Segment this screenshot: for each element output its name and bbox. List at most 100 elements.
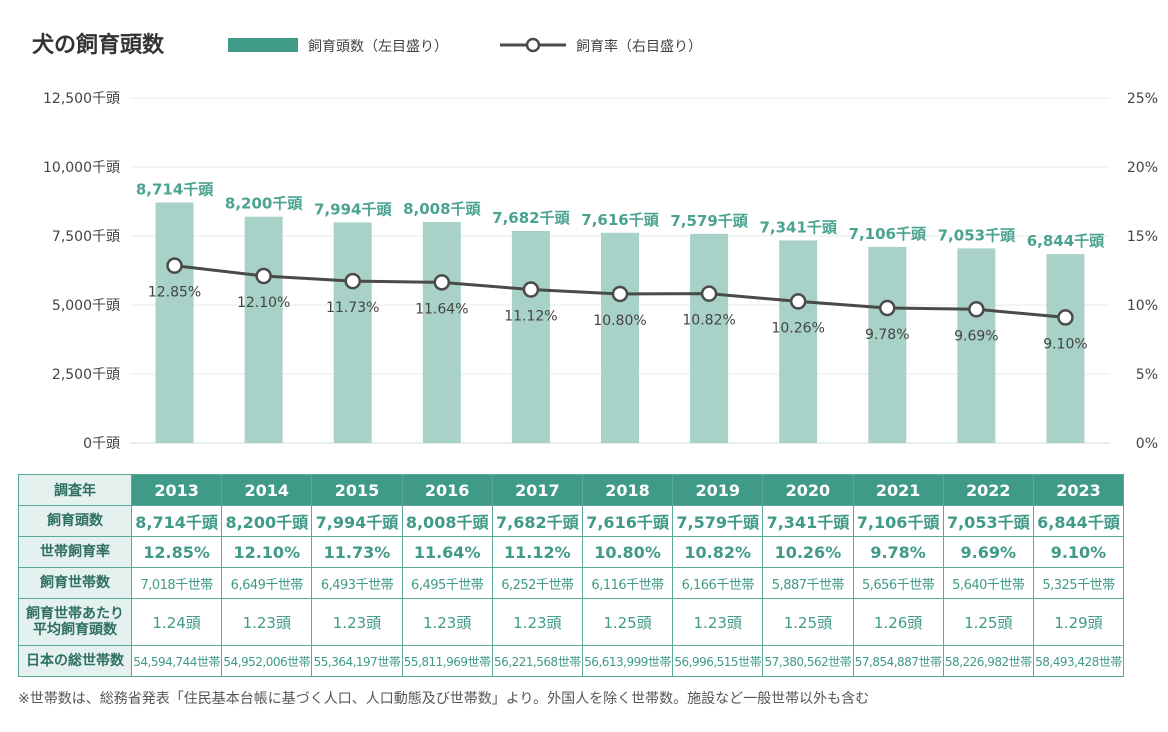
rate-value-label: 9.10% [1043,336,1087,352]
table-cell: 1.23頭 [491,598,583,646]
table-cell: 56,613,999世帯 [581,645,674,677]
year-header: 2020 [762,474,854,506]
row-header-line: 平均飼育頭数 [33,622,117,638]
table-cell: 58,226,982世帯 [942,645,1034,677]
bar [155,202,194,443]
table-cell: 1.24頭 [130,598,223,646]
rate-value-label: 11.73% [326,300,379,316]
table-cell: 11.12% [491,536,583,568]
year-header: 2023 [1032,474,1125,506]
table-cell: 11.64% [401,536,493,568]
table-cell: 7,053千頭 [942,505,1034,537]
chart-title: 犬の飼育頭数 [32,32,165,58]
rate-point [700,285,718,302]
rate-point [166,257,183,274]
year-header: 2022 [942,474,1034,506]
table-cell: 56,221,568世帯 [491,645,583,677]
table-cell: 8,714千頭 [130,505,223,537]
data-table: 調査年 2013 2014 2015 2016 2017 2018 2019 2020 2021… [18,474,1125,677]
bar-value-label: 7,579千頭 [670,212,748,230]
table-cell: 56,996,515世帯 [672,645,764,677]
rate-line-series [166,257,1074,326]
table-cell: 1.23頭 [311,598,403,646]
table-cell: 7,994千頭 [311,505,403,537]
left-tick-label: 12,500千頭 [43,91,120,107]
row-total-households: 日本の総世帯数 54,594,744世帯 54,952,006世帯 55,364,19… [18,645,1125,677]
table-cell: 12.85% [130,536,223,568]
table-cell: 9.78% [852,536,944,568]
rate-labels: 12.85% 12.10% 11.73% 11.64% 11.12% 10.80% 10.8… [148,285,1088,353]
table-cell: 57,380,562世帯 [762,645,854,677]
bar-series [155,202,1085,443]
table-cell: 54,594,744世帯 [130,645,223,677]
row-header: 飼育世帯数 [18,567,132,599]
bar-value-label: 7,616千頭 [581,211,659,229]
table-cell: 7,579千頭 [672,505,764,537]
year-header: 2016 [401,474,493,506]
rate-value-label: 10.80% [593,313,646,329]
table-cell: 1.25頭 [581,598,674,646]
table-cell: 7,341千頭 [762,505,854,537]
table-cell: 12.10% [221,536,313,568]
row-header: 世帯飼育率 [18,536,132,568]
year-header: 2013 [130,474,223,506]
table-cell: 6,252千世帯 [491,567,583,599]
table-cell: 1.29頭 [1032,598,1125,646]
bar [511,230,550,443]
left-tick-label: 0千頭 [83,436,120,452]
legend-bar-swatch [228,38,298,52]
legend-line-marker [525,37,541,53]
table-header-row: 調査年 2013 2014 2015 2016 2017 2018 2019 2020 2021… [18,474,1125,506]
year-header: 2018 [581,474,674,506]
legend-bar-label: 飼育頭数（左目盛り） [308,39,448,55]
right-tick-label: 15% [1127,229,1158,245]
bar-value-label: 7,053千頭 [938,226,1016,244]
table-cell: 9.10% [1032,536,1125,568]
legend-line-label: 飼育率（右目盛り） [576,38,702,55]
year-header: 2014 [221,474,313,506]
row-header-line: 飼育世帯あたり [26,606,124,622]
right-tick-label: 0% [1136,436,1158,452]
bar [244,216,283,443]
row-header: 飼育世帯あたり 平均飼育頭数 [18,598,132,646]
bar [690,233,729,443]
bar-value-label: 7,106千頭 [849,225,927,243]
rate-point [344,272,361,290]
table-cell: 54,952,006世帯 [221,645,313,677]
table-cell: 5,325千世帯 [1032,567,1125,599]
bar [333,222,372,443]
rate-point [968,301,985,318]
bar [422,221,461,443]
table-cell: 5,656千世帯 [852,567,944,599]
right-tick-label: 10% [1127,298,1158,314]
table-cell: 1.23頭 [221,598,313,646]
table-cell: 7,106千頭 [852,505,944,537]
bar [601,232,639,443]
year-header: 2019 [672,474,764,506]
rate-point [611,285,629,303]
row-header: 飼育頭数 [18,505,132,537]
left-tick-label: 7,500千頭 [52,229,120,245]
table-cell: 1.23頭 [401,598,493,646]
rate-value-label: 9.69% [954,328,998,344]
table-cell: 5,640千世帯 [942,567,1034,599]
left-axis: 0千頭 2,500千頭 5,000千頭 7,500千頭 10,000千頭 12,500千頭 [43,91,120,452]
rate-value-label: 11.12% [504,309,557,325]
table-cell: 6,649千世帯 [221,567,313,599]
rate-value-label: 12.85% [148,285,201,301]
rate-value-label: 9.78% [865,327,909,343]
table-cell: 1.25頭 [942,598,1034,646]
rate-value-label: 11.64% [415,301,468,317]
table-cell: 1.23頭 [672,598,764,646]
rate-value-label: 10.26% [771,320,824,336]
table-cell: 5,887千世帯 [762,567,854,599]
bar-value-label: 7,341千頭 [759,218,837,236]
bar-value-label: 6,844千頭 [1027,232,1105,250]
bar-labels: 8,714千頭 8,200千頭 7,994千頭 8,008千頭 7,682千頭 7,616… [136,180,1105,250]
rate-point [1057,309,1074,326]
bar-value-label: 8,008千頭 [403,200,481,218]
rate-point [789,293,807,310]
table-cell: 10.82% [672,536,764,568]
table-cell: 55,364,197世帯 [311,645,403,677]
rate-value-label: 10.82% [682,313,735,329]
